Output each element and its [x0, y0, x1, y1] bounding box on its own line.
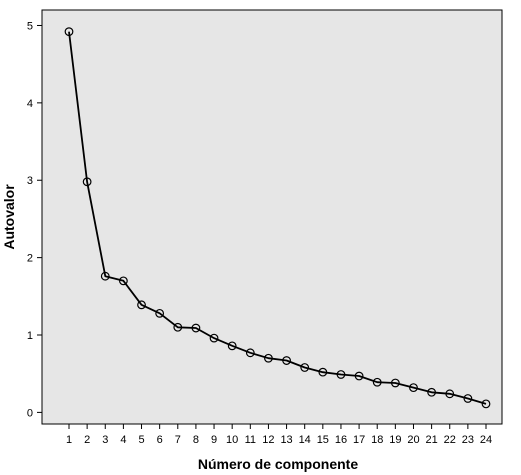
- x-tick-label: 20: [407, 434, 419, 446]
- x-tick-label: 8: [193, 434, 199, 446]
- eigenvalue-point: [64, 27, 74, 37]
- eigenvalue-point: [245, 348, 255, 358]
- eigenvalue-point: [100, 271, 110, 281]
- eigenvalue-point: [191, 323, 201, 333]
- eigenvalue-point: [336, 370, 346, 379]
- y-tick-label: 3: [27, 175, 33, 187]
- eigenvalue-point: [209, 333, 219, 343]
- eigenvalue-line: [68, 31, 487, 405]
- x-tick-label: 21: [425, 434, 437, 446]
- x-tick-label: 18: [371, 434, 383, 446]
- y-tick-label: 0: [27, 407, 33, 419]
- eigenvalue-point: [427, 387, 437, 397]
- eigenvalue-point: [118, 276, 128, 286]
- plot-area: [41, 9, 503, 425]
- x-tick-label: 15: [317, 434, 329, 446]
- y-tick-label: 5: [27, 20, 33, 32]
- x-tick-label: 1: [66, 434, 72, 446]
- x-tick-label: 17: [353, 434, 365, 446]
- y-axis: 0 1 2 3 4 5: [27, 20, 42, 419]
- y-axis-title: Autovalor: [1, 184, 17, 250]
- x-tick-label: 23: [462, 434, 474, 446]
- eigenvalue-point: [481, 399, 491, 409]
- eigenvalue-point: [300, 363, 310, 372]
- eigenvalue-point: [318, 367, 328, 377]
- eigenvalue-point: [463, 394, 473, 403]
- x-axis: 1 2 3 4 5 6 7 8 9 10 11 12 13 14 15 16 17 18 19 20 21 22 23 24: [66, 424, 492, 446]
- y-tick-label: 4: [27, 98, 33, 110]
- eigenvalue-series: [64, 27, 491, 409]
- x-tick-label: 10: [226, 434, 238, 446]
- eigenvalue-point: [82, 177, 92, 187]
- eigenvalue-point: [173, 322, 183, 332]
- x-tick-label: 24: [480, 434, 492, 446]
- x-tick-label: 13: [280, 434, 292, 446]
- x-tick-label: 16: [335, 434, 347, 446]
- x-axis-title: Número de componente: [198, 456, 358, 472]
- eigenvalue-point: [409, 383, 418, 393]
- eigenvalue-point: [227, 341, 237, 351]
- eigenvalue-point: [264, 353, 273, 363]
- x-tick-label: 22: [444, 434, 456, 446]
- x-tick-label: 7: [175, 434, 181, 446]
- x-tick-label: 12: [262, 434, 274, 446]
- x-tick-label: 11: [245, 434, 256, 446]
- eigenvalue-point: [155, 308, 165, 318]
- x-tick-label: 19: [389, 434, 401, 446]
- x-tick-label: 4: [120, 434, 126, 446]
- x-tick-label: 3: [102, 434, 108, 446]
- x-tick-label: 14: [299, 434, 311, 446]
- y-tick-label: 1: [27, 330, 33, 342]
- eigenvalue-point: [372, 377, 382, 387]
- x-tick-label: 9: [211, 434, 217, 446]
- x-tick-label: 2: [84, 434, 90, 446]
- x-tick-label: 6: [157, 434, 163, 446]
- x-tick-label: 5: [138, 434, 144, 446]
- eigenvalue-point: [137, 300, 146, 310]
- eigenvalue-point: [390, 378, 400, 388]
- y-tick-label: 2: [27, 253, 33, 265]
- eigenvalue-point: [354, 371, 364, 381]
- eigenvalue-point: [445, 389, 455, 399]
- eigenvalue-point: [282, 356, 291, 365]
